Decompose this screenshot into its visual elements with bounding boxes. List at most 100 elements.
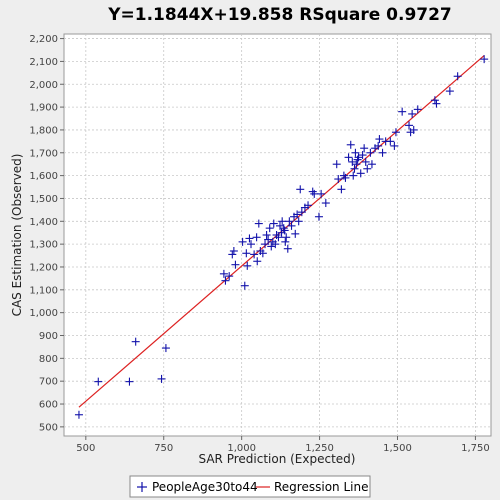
data-point [285,217,294,226]
data-point [310,189,319,198]
data-point [228,250,237,259]
data-point [354,153,363,162]
data-point [294,217,303,226]
data-point [247,240,256,249]
data-point [408,109,417,118]
legend-box [129,475,371,498]
chart-title: Y=1.1844X+19.858 RSquare 0.9727 [107,5,452,25]
data-point [361,157,370,166]
y-tick-label: 800 [39,354,58,365]
data-point [94,377,103,386]
data-point [74,410,83,419]
y-tick-label: 2,200 [29,34,58,45]
data-point [274,233,283,242]
legend-label-line: Regression Line [274,480,368,494]
data-point [293,210,302,219]
data-point [378,148,387,157]
y-tick-label: 1,000 [29,308,58,319]
data-point [225,272,234,281]
data-point [157,374,166,383]
data-point [363,164,372,173]
data-point [432,99,441,108]
legend-marker-points [137,482,147,492]
y-tick-label: 2,100 [29,57,58,68]
data-point [334,175,343,184]
data-point [262,231,271,239]
data-point [304,201,313,210]
y-tick-label: 1,100 [29,285,58,296]
data-point [125,377,134,386]
data-point [271,240,280,249]
data-point [253,257,262,266]
y-tick-label: 1,800 [29,125,58,136]
data-point [321,199,330,208]
data-point [367,160,376,169]
data-point [344,153,353,162]
data-point [350,164,359,173]
data-point [240,281,249,290]
data-point [264,235,273,244]
y-tick-label: 1,600 [29,171,58,182]
y-tick-label: 500 [39,422,58,433]
data-point [352,160,361,169]
data-point [254,219,263,228]
y-tick-label: 1,500 [29,194,58,205]
data-point [252,233,261,242]
data-point [269,219,278,228]
data-point [161,344,170,353]
data-point [480,55,489,64]
data-point [287,221,296,230]
y-tick-label: 600 [39,400,58,411]
data-point [360,144,369,153]
data-point [296,185,305,194]
data-point [221,276,230,285]
axis-ticks: 500 750 1,000 1,250 1,500 1,750 500 600 700 800 90… [29,34,489,454]
data-point [245,234,254,243]
data-point [229,246,238,255]
y-tick-label: 1,200 [29,262,58,273]
data-point [265,224,274,233]
data-point [243,261,252,270]
x-tick-label: 750 [154,443,173,454]
data-point [366,148,375,157]
y-tick-label: 700 [39,377,58,388]
data-point [430,96,439,105]
data-point [219,269,228,278]
data-point [282,233,291,242]
data-point [351,148,360,157]
y-tick-label: 1,900 [29,103,58,114]
data-points [74,55,489,419]
data-point [390,141,399,150]
data-point [242,249,251,258]
x-tick-label: 1,500 [383,443,412,454]
y-axis-label: CAS Estimation (Observed) [10,154,24,317]
data-point [258,249,267,258]
data-point [386,137,395,146]
x-tick-label: 500 [76,443,95,454]
y-tick-label: 900 [39,331,58,342]
data-point [283,244,292,253]
data-point [453,72,462,81]
data-point [131,337,140,346]
legend: PeopleAge30to44 Regression Line [129,475,371,498]
data-point [356,169,365,178]
x-tick-label: 1,000 [227,443,256,454]
data-point [405,121,414,130]
data-point [267,242,276,251]
x-tick-label: 1,250 [305,443,334,454]
data-point [375,135,384,144]
data-point [281,237,290,246]
y-tick-label: 1,700 [29,148,58,159]
grid-lines [64,34,491,436]
data-point [238,237,247,246]
data-point [374,141,383,150]
data-point [337,185,346,194]
data-point [332,160,341,169]
x-tick-label: 1,750 [461,443,490,454]
legend-label-points: PeopleAge30to44 [152,480,258,494]
data-point [261,240,270,249]
data-point [297,208,306,217]
data-point [348,157,357,166]
